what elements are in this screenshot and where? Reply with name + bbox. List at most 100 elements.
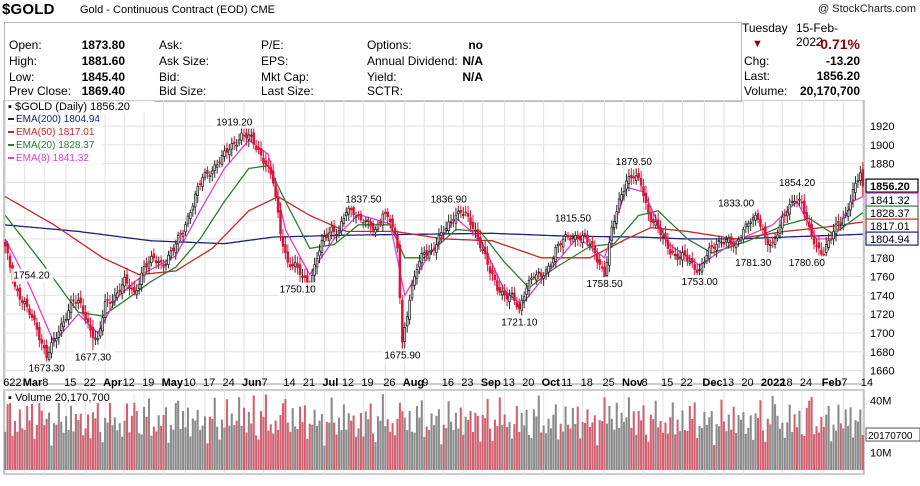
candle xyxy=(525,282,528,302)
candle xyxy=(174,239,178,260)
svg-text:1758.50: 1758.50 xyxy=(587,279,624,290)
candle xyxy=(120,277,124,300)
candle xyxy=(423,246,426,262)
x-tick-label: Sep xyxy=(481,377,501,389)
volume-bar xyxy=(679,431,682,470)
candle xyxy=(198,180,202,191)
volume-bar xyxy=(735,433,738,470)
volume-bar xyxy=(596,445,599,470)
candle xyxy=(491,263,494,281)
volume-bar xyxy=(35,425,38,470)
candle xyxy=(38,321,41,348)
candle xyxy=(408,294,411,325)
volume-bar xyxy=(635,434,638,470)
candle xyxy=(106,291,109,308)
volume-legend: ▪ Volume 20,170,700 xyxy=(6,391,142,404)
volume-bar xyxy=(289,431,292,470)
candle xyxy=(578,232,582,247)
candle xyxy=(247,128,251,148)
candle xyxy=(286,244,290,268)
candle xyxy=(162,259,165,275)
candle xyxy=(325,227,329,242)
candle xyxy=(476,222,480,246)
volume-bar xyxy=(245,432,248,470)
x-tick-label: 15 xyxy=(64,377,76,389)
volume-bar xyxy=(593,415,596,470)
volume-bar xyxy=(783,437,786,470)
candle xyxy=(737,236,740,247)
volume-bar xyxy=(722,421,725,470)
volume-panel-frame xyxy=(3,389,865,475)
candle xyxy=(391,214,394,232)
volume-bar xyxy=(325,421,328,470)
stockcharts-brand[interactable]: @ StockCharts.com xyxy=(818,3,916,15)
volume-bar xyxy=(67,430,70,470)
candle xyxy=(454,207,458,231)
volume-bar xyxy=(542,425,545,470)
candle xyxy=(401,295,404,350)
candle xyxy=(647,197,650,221)
svg-text:1754.20: 1754.20 xyxy=(13,271,50,282)
x-tick-label: 8 xyxy=(642,377,648,389)
volume-bar xyxy=(476,416,479,470)
candle xyxy=(113,287,117,307)
volume-bar xyxy=(23,429,26,470)
candle xyxy=(193,190,197,215)
candle xyxy=(844,206,847,219)
candle xyxy=(354,211,358,224)
volume-bar xyxy=(576,406,579,470)
volume-bar xyxy=(571,407,574,470)
candle xyxy=(196,182,199,203)
volume-bar xyxy=(301,422,304,470)
candle xyxy=(347,203,350,221)
candle xyxy=(725,235,728,247)
change-label: Chg: xyxy=(744,54,770,68)
x-tick-label: Feb xyxy=(822,377,842,389)
volume-bar xyxy=(191,418,194,470)
candle xyxy=(86,311,90,329)
bid-label: Bid: xyxy=(159,70,180,84)
candle xyxy=(452,212,455,228)
candle xyxy=(686,248,689,266)
volume-bar xyxy=(393,435,397,470)
candle xyxy=(788,198,791,221)
y-tick-label: 1760 xyxy=(870,272,894,284)
candle xyxy=(786,205,789,223)
volume-bar xyxy=(367,419,370,470)
x-tick-label: 13 xyxy=(722,377,734,389)
volume-bar xyxy=(627,397,630,470)
volume-bar xyxy=(113,417,116,470)
volume-bar xyxy=(123,420,126,470)
volume-bar xyxy=(457,428,460,470)
x-tick-label: 19 xyxy=(361,377,373,389)
candle xyxy=(94,330,97,346)
candle xyxy=(130,281,134,295)
volume-bar xyxy=(333,422,336,470)
candle xyxy=(220,150,224,168)
volume-bar xyxy=(208,416,211,470)
candle xyxy=(77,292,80,310)
volume-bar xyxy=(798,410,801,470)
candle xyxy=(332,219,336,240)
ema-legend-label: EMA(8) 1841.32 xyxy=(16,153,89,164)
candle xyxy=(654,214,657,229)
volume-bar xyxy=(525,409,528,470)
candle xyxy=(35,317,39,337)
x-tick-label: 7 xyxy=(261,377,267,389)
volume-bar xyxy=(813,434,816,470)
candle xyxy=(108,295,112,311)
candle xyxy=(749,218,752,232)
candle xyxy=(167,250,170,269)
y-tick-label: 1880 xyxy=(870,159,894,171)
volume-bar xyxy=(474,412,477,470)
candle xyxy=(751,213,755,228)
price-chart[interactable]: 1673.30 1677.30 1754.20 1919.20 1750.10 1837.… xyxy=(0,100,920,486)
candle xyxy=(89,317,92,338)
candle xyxy=(59,317,63,337)
candle xyxy=(55,331,58,349)
volume-bar xyxy=(169,424,172,470)
candle xyxy=(427,245,431,262)
volume-bar xyxy=(727,414,730,470)
volume-bar xyxy=(842,428,845,470)
volume-bar xyxy=(269,424,272,470)
